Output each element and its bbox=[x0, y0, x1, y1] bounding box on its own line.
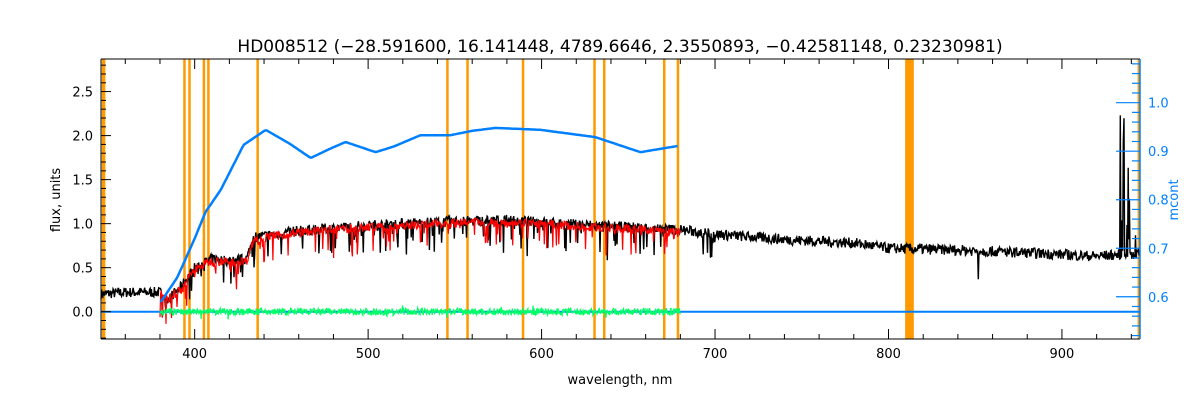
mask-region bbox=[183, 59, 186, 339]
y2-tick-label: 1.0 bbox=[1148, 97, 1169, 112]
y2-tick-label: 0.8 bbox=[1148, 194, 1169, 209]
mask-region bbox=[676, 59, 680, 339]
y-tick-label: 1.5 bbox=[72, 174, 93, 189]
mask-region bbox=[466, 59, 469, 339]
series-layer bbox=[100, 115, 1141, 324]
mask-region bbox=[202, 59, 206, 339]
mask-region bbox=[256, 59, 259, 339]
mask-region bbox=[662, 59, 666, 339]
model-flux-line bbox=[159, 217, 681, 324]
y-tick-label: 0.0 bbox=[72, 306, 93, 321]
mask-region bbox=[188, 59, 191, 339]
mask-region bbox=[521, 59, 525, 339]
y-axis-label: flux, units bbox=[49, 168, 64, 233]
mask-region bbox=[905, 59, 914, 339]
y2-tick-label: 0.7 bbox=[1148, 242, 1169, 257]
axes: 400 500 600 700 800 900 0.0 0.5 1.0 1.5 2.0 2.5 0.6 0… bbox=[72, 58, 1169, 362]
mask-region bbox=[101, 59, 106, 339]
x-tick-label: 800 bbox=[876, 347, 901, 362]
y-tick-label: 0.5 bbox=[72, 262, 93, 277]
mask-region bbox=[593, 59, 596, 339]
y-tick-label: 1.0 bbox=[72, 218, 93, 233]
x-tick-label: 500 bbox=[356, 347, 381, 362]
y2-tick-label: 0.6 bbox=[1148, 291, 1169, 306]
x-tick-label: 400 bbox=[182, 347, 207, 362]
y-tick-label: 2.0 bbox=[72, 130, 93, 145]
residual-line bbox=[159, 305, 681, 320]
x-tick-label: 900 bbox=[1050, 347, 1075, 362]
mask-region bbox=[446, 59, 449, 339]
mask-region bbox=[1137, 59, 1141, 339]
x-tick-label: 700 bbox=[703, 347, 728, 362]
y2-tick-label: 0.9 bbox=[1148, 145, 1169, 160]
y2-axis-label: mcont bbox=[1167, 179, 1182, 220]
chart-title: HD008512 (−28.591600, 16.141448, 4789.66… bbox=[237, 37, 1002, 57]
mcont-line bbox=[159, 126, 678, 303]
mask-regions bbox=[101, 59, 1141, 339]
x-axis-label: wavelength, nm bbox=[568, 373, 673, 388]
mask-region bbox=[207, 59, 210, 339]
mask-region bbox=[602, 59, 606, 339]
y-tick-label: 2.5 bbox=[72, 86, 93, 101]
x-tick-label: 600 bbox=[529, 347, 554, 362]
